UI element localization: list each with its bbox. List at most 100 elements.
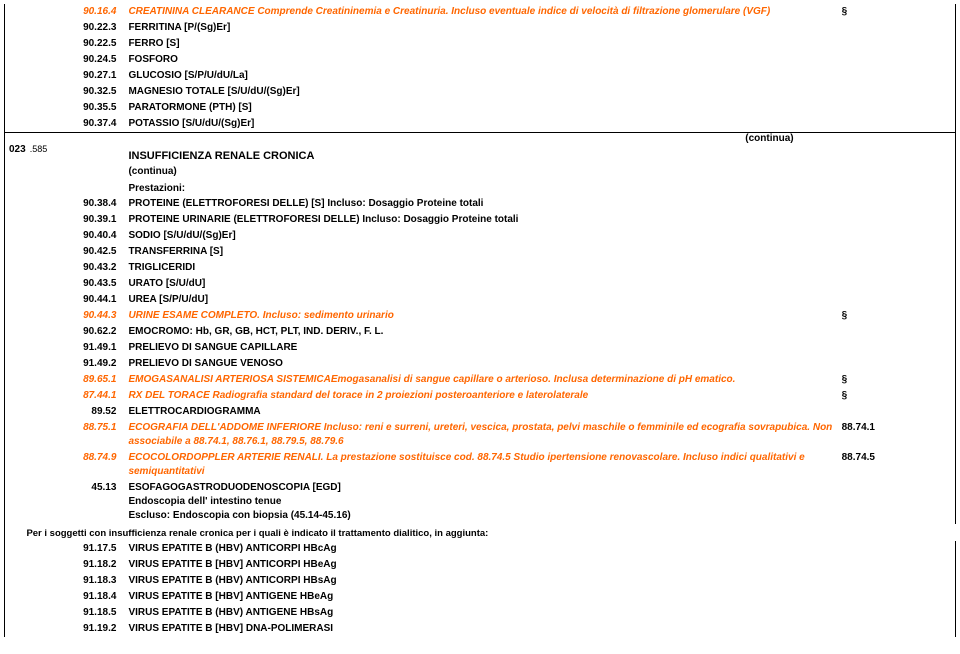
table-row: 88.75.1ECOGRAFIA DELL'ADDOME INFERIORE I… [5, 420, 956, 450]
table-row: 91.18.2VIRUS EPATITE B [HBV] ANTICORPI H… [5, 557, 956, 573]
row-code: 88.74.9 [64, 450, 124, 480]
row-right [834, 244, 956, 260]
row-right [834, 621, 956, 637]
table-row: 91.17.5VIRUS EPATITE B (HBV) ANTICORPI H… [5, 541, 956, 557]
row-right: 88.74.5 [834, 450, 956, 480]
row-code: 90.32.5 [64, 84, 124, 100]
row-code: 89.52 [64, 404, 124, 420]
row-right: § [834, 4, 956, 20]
row-code: 90.62.2 [64, 324, 124, 340]
row-right [834, 340, 956, 356]
row-desc: ECOCOLORDOPPLER ARTERIE RENALI. La prest… [124, 450, 833, 480]
row-code: 91.49.2 [64, 356, 124, 372]
row-desc: FOSFORO [124, 52, 833, 68]
table-row: 90.43.2TRIGLICERIDI [5, 260, 956, 276]
row-code: 90.27.1 [64, 68, 124, 84]
row-desc: RX DEL TORACE Radiografia standard del t… [124, 388, 833, 404]
row-desc: PRELIEVO DI SANGUE VENOSO [124, 356, 833, 372]
table-row: 90.44.3URINE ESAME COMPLETO. Incluso: se… [5, 308, 956, 324]
row-right [834, 589, 956, 605]
row-right: § [834, 308, 956, 324]
row-right [834, 324, 956, 340]
row-desc: SODIO [S/U/dU/(Sg)Er] [124, 228, 833, 244]
table-row: 91.18.3VIRUS EPATITE B (HBV) ANTICORPI H… [5, 573, 956, 589]
row-desc: ESOFAGOGASTRODUODENOSCOPIA [EGD]Endoscop… [124, 480, 833, 524]
row-desc: URINE ESAME COMPLETO. Incluso: sedimento… [124, 308, 833, 324]
row-code: 90.24.5 [64, 52, 124, 68]
row-code: 90.44.3 [64, 308, 124, 324]
table-row: 91.18.5VIRUS EPATITE B (HBV) ANTIGENE HB… [5, 605, 956, 621]
row-desc: VIRUS EPATITE B [HBV] ANTIGENE HBeAg [124, 589, 833, 605]
document-table: 90.16.4CREATININA CLEARANCE Comprende Cr… [4, 4, 956, 637]
row-desc: VIRUS EPATITE B [HBV] DNA-POLIMERASI [124, 621, 833, 637]
row-right: 88.74.1 [834, 420, 956, 450]
row-code: 90.43.2 [64, 260, 124, 276]
table-row: 89.52ELETTROCARDIOGRAMMA [5, 404, 956, 420]
row-code: 90.39.1 [64, 212, 124, 228]
row-desc: FERRO [S] [124, 36, 833, 52]
row-code: 45.13 [64, 480, 124, 524]
table-row: 90.22.3FERRITINA [P/(Sg)Er] [5, 20, 956, 36]
row-desc: URATO [S/U/dU] [124, 276, 833, 292]
table-row: 90.42.5TRANSFERRINA [S] [5, 244, 956, 260]
row-code: 89.65.1 [64, 372, 124, 388]
row-desc: VIRUS EPATITE B (HBV) ANTICORPI HBsAg [124, 573, 833, 589]
row-code: 87.44.1 [64, 388, 124, 404]
table-row: 90.24.5FOSFORO [5, 52, 956, 68]
row-desc: CREATININA CLEARANCE Comprende Creatinin… [124, 4, 833, 20]
continua-inner: (continua) [128, 166, 176, 177]
row-code: 88.75.1 [64, 420, 124, 450]
row-desc: ECOGRAFIA DELL'ADDOME INFERIORE Incluso:… [124, 420, 833, 450]
table-row: 90.27.1GLUCOSIO [S/P/U/dU/La] [5, 68, 956, 84]
row-code: 90.22.3 [64, 20, 124, 36]
row-code: 91.17.5 [64, 541, 124, 557]
row-code: 90.37.4 [64, 116, 124, 133]
table-row: 45.13ESOFAGOGASTRODUODENOSCOPIA [EGD]End… [5, 480, 956, 524]
row-code: 90.22.5 [64, 36, 124, 52]
row-desc: TRANSFERRINA [S] [124, 244, 833, 260]
row-desc: GLUCOSIO [S/P/U/dU/La] [124, 68, 833, 84]
row-code: 90.40.4 [64, 228, 124, 244]
table-row: 90.32.5MAGNESIO TOTALE [S/U/dU/(Sg)Er] [5, 84, 956, 100]
row-right [834, 404, 956, 420]
row-desc: ELETTROCARDIOGRAMMA [124, 404, 833, 420]
row-right: § [834, 372, 956, 388]
row-code: 90.44.1 [64, 292, 124, 308]
row-right [834, 196, 956, 212]
row-right [834, 52, 956, 68]
row-desc: VIRUS EPATITE B (HBV) ANTIGENE HBsAg [124, 605, 833, 621]
table-row: 89.65.1EMOGASANALISI ARTERIOSA SISTEMICA… [5, 372, 956, 388]
row-right [834, 68, 956, 84]
table-row: 91.49.1PRELIEVO DI SANGUE CAPILLARE [5, 340, 956, 356]
row-code: 91.49.1 [64, 340, 124, 356]
continua-top: (continua) [745, 133, 793, 144]
row-right [834, 573, 956, 589]
row-right [834, 116, 956, 133]
row-desc: PROTEINE URINARIE (ELETTROFORESI DELLE) … [124, 212, 833, 228]
section-code-major: 023 [9, 144, 26, 155]
row-code: 91.18.4 [64, 589, 124, 605]
row-right: § [834, 388, 956, 404]
row-right [834, 605, 956, 621]
row-right [834, 292, 956, 308]
table-row: 90.39.1PROTEINE URINARIE (ELETTROFORESI … [5, 212, 956, 228]
row-desc: FERRITINA [P/(Sg)Er] [124, 20, 833, 36]
row-right [834, 84, 956, 100]
row-right [834, 480, 956, 524]
table-row: 91.49.2PRELIEVO DI SANGUE VENOSO [5, 356, 956, 372]
row-desc: EMOCROMO: Hb, GR, GB, HCT, PLT, IND. DER… [124, 324, 833, 340]
prestazioni-label: Prestazioni: [128, 183, 185, 194]
row-right [834, 20, 956, 36]
row-desc: VIRUS EPATITE B [HBV] ANTICORPI HBeAg [124, 557, 833, 573]
row-right [834, 100, 956, 116]
row-desc: MAGNESIO TOTALE [S/U/dU/(Sg)Er] [124, 84, 833, 100]
row-desc: PROTEINE (ELETTROFORESI DELLE) [S] Inclu… [124, 196, 833, 212]
row-right [834, 541, 956, 557]
row-right [834, 36, 956, 52]
row-desc: PRELIEVO DI SANGUE CAPILLARE [124, 340, 833, 356]
row-right [834, 228, 956, 244]
table-row: 90.62.2EMOCROMO: Hb, GR, GB, HCT, PLT, I… [5, 324, 956, 340]
row-right [834, 356, 956, 372]
table-row: 90.37.4POTASSIO [S/U/dU/(Sg)Er] [5, 116, 956, 133]
row-right [834, 212, 956, 228]
